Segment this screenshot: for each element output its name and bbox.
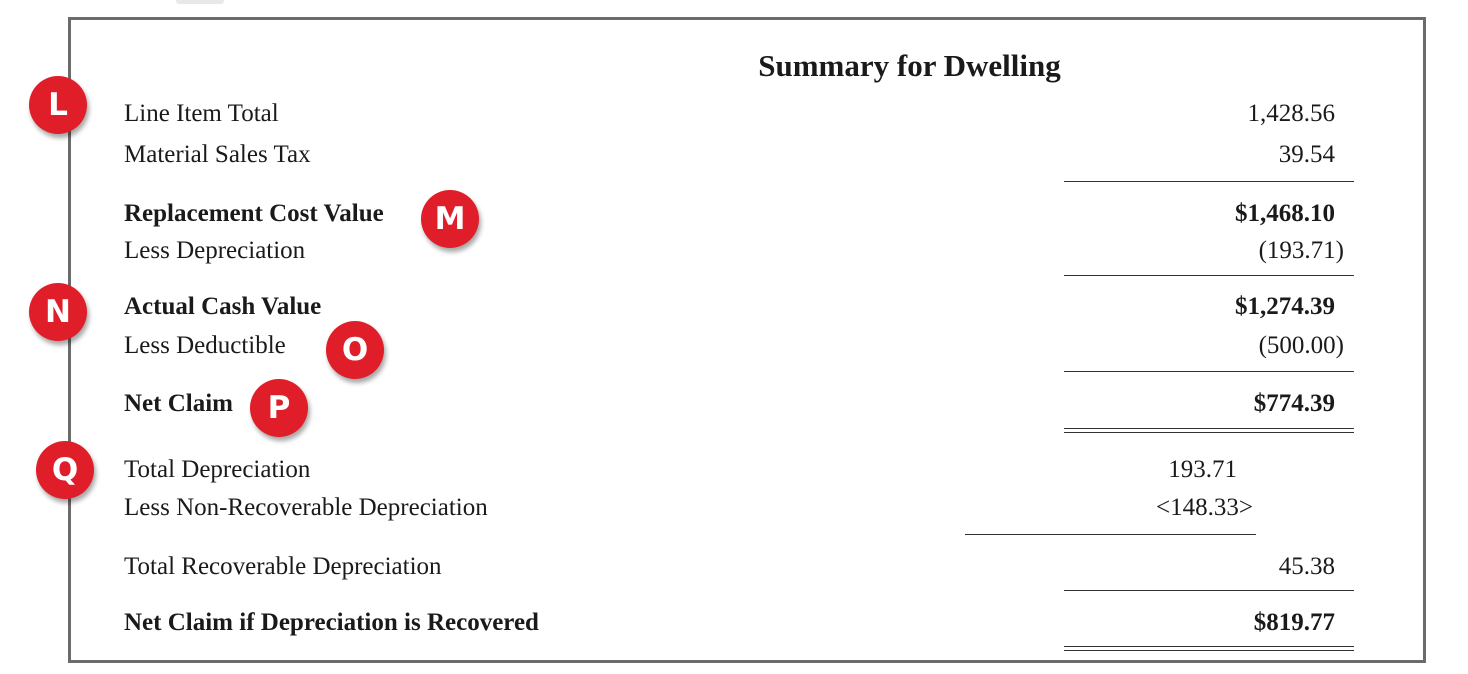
actual-cash-value-value: $1,274.39 bbox=[1235, 293, 1335, 320]
page-title: Summary for Dwelling bbox=[758, 48, 1061, 83]
less-deductible-value: (500.00) bbox=[1258, 332, 1344, 359]
material-sales-tax-value: 39.54 bbox=[1278, 141, 1335, 168]
divider-line bbox=[965, 534, 1256, 535]
total-recoverable-depreciation-value: 45.38 bbox=[1278, 553, 1335, 580]
divider-line bbox=[1064, 275, 1354, 276]
divider-line bbox=[1064, 371, 1354, 372]
top-tab-stub bbox=[176, 0, 224, 4]
net-claim-value: $774.39 bbox=[1253, 390, 1335, 417]
total-depreciation-label: Total Depreciation bbox=[124, 456, 311, 483]
net-claim-if-recovered-value: $819.77 bbox=[1253, 609, 1335, 636]
marker-q: Q bbox=[36, 441, 94, 499]
line-item-total-value: 1,428.56 bbox=[1247, 100, 1336, 127]
less-non-recoverable-depreciation-label: Less Non-Recoverable Depreciation bbox=[124, 494, 488, 521]
divider-line bbox=[1064, 181, 1354, 182]
line-item-total-label: Line Item Total bbox=[124, 100, 279, 127]
marker-o: O bbox=[326, 321, 384, 379]
double-divider-line bbox=[1064, 428, 1354, 433]
less-deductible-label: Less Deductible bbox=[124, 332, 286, 359]
replacement-cost-value-label: Replacement Cost Value bbox=[124, 200, 384, 227]
total-depreciation-value: 193.71 bbox=[1168, 456, 1237, 483]
less-depreciation-label: Less Depreciation bbox=[124, 237, 306, 264]
divider-line bbox=[1064, 590, 1354, 591]
material-sales-tax-label: Material Sales Tax bbox=[124, 141, 311, 168]
marker-l: L bbox=[29, 76, 87, 134]
total-recoverable-depreciation-label: Total Recoverable Depreciation bbox=[124, 553, 442, 580]
double-divider-line bbox=[1064, 646, 1354, 651]
actual-cash-value-label: Actual Cash Value bbox=[124, 293, 322, 320]
summary-frame bbox=[68, 17, 1426, 663]
marker-n: N bbox=[29, 283, 87, 341]
less-depreciation-value: (193.71) bbox=[1258, 237, 1344, 264]
net-claim-label: Net Claim bbox=[124, 390, 233, 417]
marker-m: M bbox=[421, 190, 479, 248]
replacement-cost-value-value: $1,468.10 bbox=[1235, 200, 1335, 227]
less-non-recoverable-depreciation-value: <148.33> bbox=[1156, 494, 1253, 521]
net-claim-if-recovered-label: Net Claim if Depreciation is Recovered bbox=[124, 609, 539, 636]
marker-p: P bbox=[250, 379, 308, 437]
